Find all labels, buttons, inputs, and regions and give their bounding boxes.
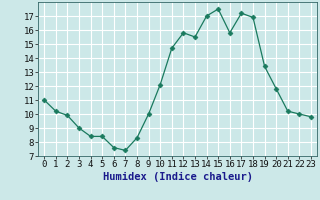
X-axis label: Humidex (Indice chaleur): Humidex (Indice chaleur) [103,172,252,182]
